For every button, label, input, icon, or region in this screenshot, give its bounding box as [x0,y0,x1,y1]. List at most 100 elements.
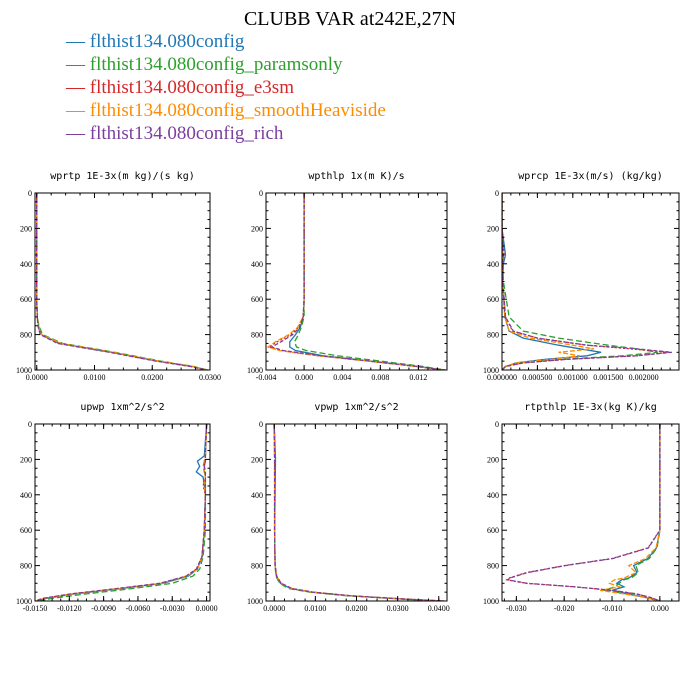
y-tick-label: 1000 [247,366,263,375]
y-tick-label: 600 [487,295,499,304]
panel-title: wpthlp 1x(m K)/s [308,171,404,182]
x-tick-label: 0.012 [409,373,427,382]
legend-line-marker: — [66,54,85,75]
y-tick-label: 400 [251,491,263,500]
y-tick-label: 0 [495,420,499,429]
series-line [37,424,208,601]
series-line [293,193,446,370]
x-tick-label: -0.0090 [91,604,116,613]
x-tick-label: 0.001000 [558,373,588,382]
x-tick-label: 0.0100 [83,373,105,382]
panel-title: wprtp 1E-3x(m kg)/(s kg) [50,171,195,182]
x-tick-label: 0.000000 [487,373,517,382]
y-tick-label: 200 [487,455,499,464]
x-tick-label: 0.000 [295,373,313,382]
series-line [40,424,208,601]
x-tick-label: -0.0150 [23,604,48,613]
y-tick-label: 0 [495,189,499,198]
y-tick-label: 1000 [16,366,32,375]
panel: rtpthlp 1E-3x(kg K)/kg 0 200 400 600 800 1000 -… [483,402,680,613]
y-tick-label: 400 [20,260,32,269]
y-tick-label: 1000 [247,597,263,606]
series-line [35,424,208,601]
x-tick-label: 0.008 [371,373,389,382]
y-tick-label: 200 [487,224,499,233]
y-tick-label: 200 [20,455,32,464]
legend-line-marker: — [66,100,85,121]
legend-label: flthist134.080config [89,31,245,52]
legend-entry: — flthist134.080config_e3sm [66,76,386,99]
y-tick-label: 0 [28,420,32,429]
legend-line-marker: — [66,77,85,98]
legend: — flthist134.080config — flthist134.080c… [66,30,386,145]
legend-label: flthist134.080config_smoothHeaviside [89,100,386,121]
y-tick-label: 600 [251,526,263,535]
y-tick-label: 0 [259,420,263,429]
plot-frame [265,192,448,371]
y-tick-label: 600 [20,526,32,535]
x-tick-label: -0.0120 [57,604,82,613]
legend-line-marker: — [66,123,85,144]
panel-title: upwp 1xm^2/s^2 [80,402,164,413]
series-line [35,424,208,601]
series-line [506,424,661,601]
series-line [502,193,602,370]
y-tick-label: 1000 [483,366,499,375]
panel-title: rtpthlp 1E-3x(kg K)/kg [524,402,656,413]
legend-label: flthist134.080config_paramsonly [89,54,343,75]
x-tick-label: -0.0060 [126,604,151,613]
x-tick-label: 0.000500 [522,373,552,382]
x-tick-label: 0.0300 [199,373,221,382]
y-tick-label: 800 [251,331,263,340]
y-tick-label: 400 [487,491,499,500]
x-tick-label: 0.0000 [196,604,218,613]
y-tick-label: 0 [28,189,32,198]
x-tick-label: 0.0100 [304,604,326,613]
legend-entry: — flthist134.080config_smoothHeaviside [66,99,386,122]
series-line [266,193,445,370]
x-tick-label: 0.000 [651,604,669,613]
legend-line-marker: — [66,31,85,52]
y-tick-label: 800 [487,331,499,340]
plot-frame [34,423,211,602]
series-line [502,193,672,370]
x-tick-label: 0.0200 [141,373,163,382]
y-tick-label: 800 [20,331,32,340]
series-line [273,424,441,601]
y-tick-label: 0 [259,189,263,198]
series-line [273,424,445,601]
x-tick-label: 0.004 [333,373,351,382]
y-tick-label: 1000 [483,597,499,606]
y-tick-label: 400 [251,260,263,269]
x-tick-label: -0.004 [256,373,277,382]
x-tick-label: 0.001500 [593,373,623,382]
series-line [35,424,208,601]
series-line [36,193,208,370]
x-tick-label: -0.010 [602,604,623,613]
y-tick-label: 400 [487,260,499,269]
y-tick-label: 200 [251,224,263,233]
panel: wpthlp 1x(m K)/s 0 200 400 600 800 1000-0.004 0… [247,171,448,382]
series-line [267,193,445,370]
x-tick-label: 0.0000 [263,604,285,613]
y-tick-label: 800 [487,562,499,571]
legend-label: flthist134.080config_rich [89,123,284,144]
legend-label: flthist134.080config_e3sm [89,77,294,98]
y-tick-label: 200 [251,455,263,464]
series-line [273,424,444,601]
y-tick-label: 600 [487,526,499,535]
y-tick-label: 800 [20,562,32,571]
panel: upwp 1xm^2/s^2 0 200 400 600 800 1000-0.0150 -0… [16,402,218,613]
series-line [270,193,445,370]
y-tick-label: 800 [251,562,263,571]
x-tick-label: 0.0300 [387,604,409,613]
legend-entry: — flthist134.080config [66,30,386,53]
x-tick-label: 0.0000 [26,373,48,382]
plot-frame [501,423,680,602]
legend-entry: — flthist134.080config_paramsonly [66,53,386,76]
series-line [36,193,207,370]
y-tick-label: 400 [20,491,32,500]
x-tick-label: 0.0400 [428,604,450,613]
x-tick-label: 0.0200 [346,604,368,613]
